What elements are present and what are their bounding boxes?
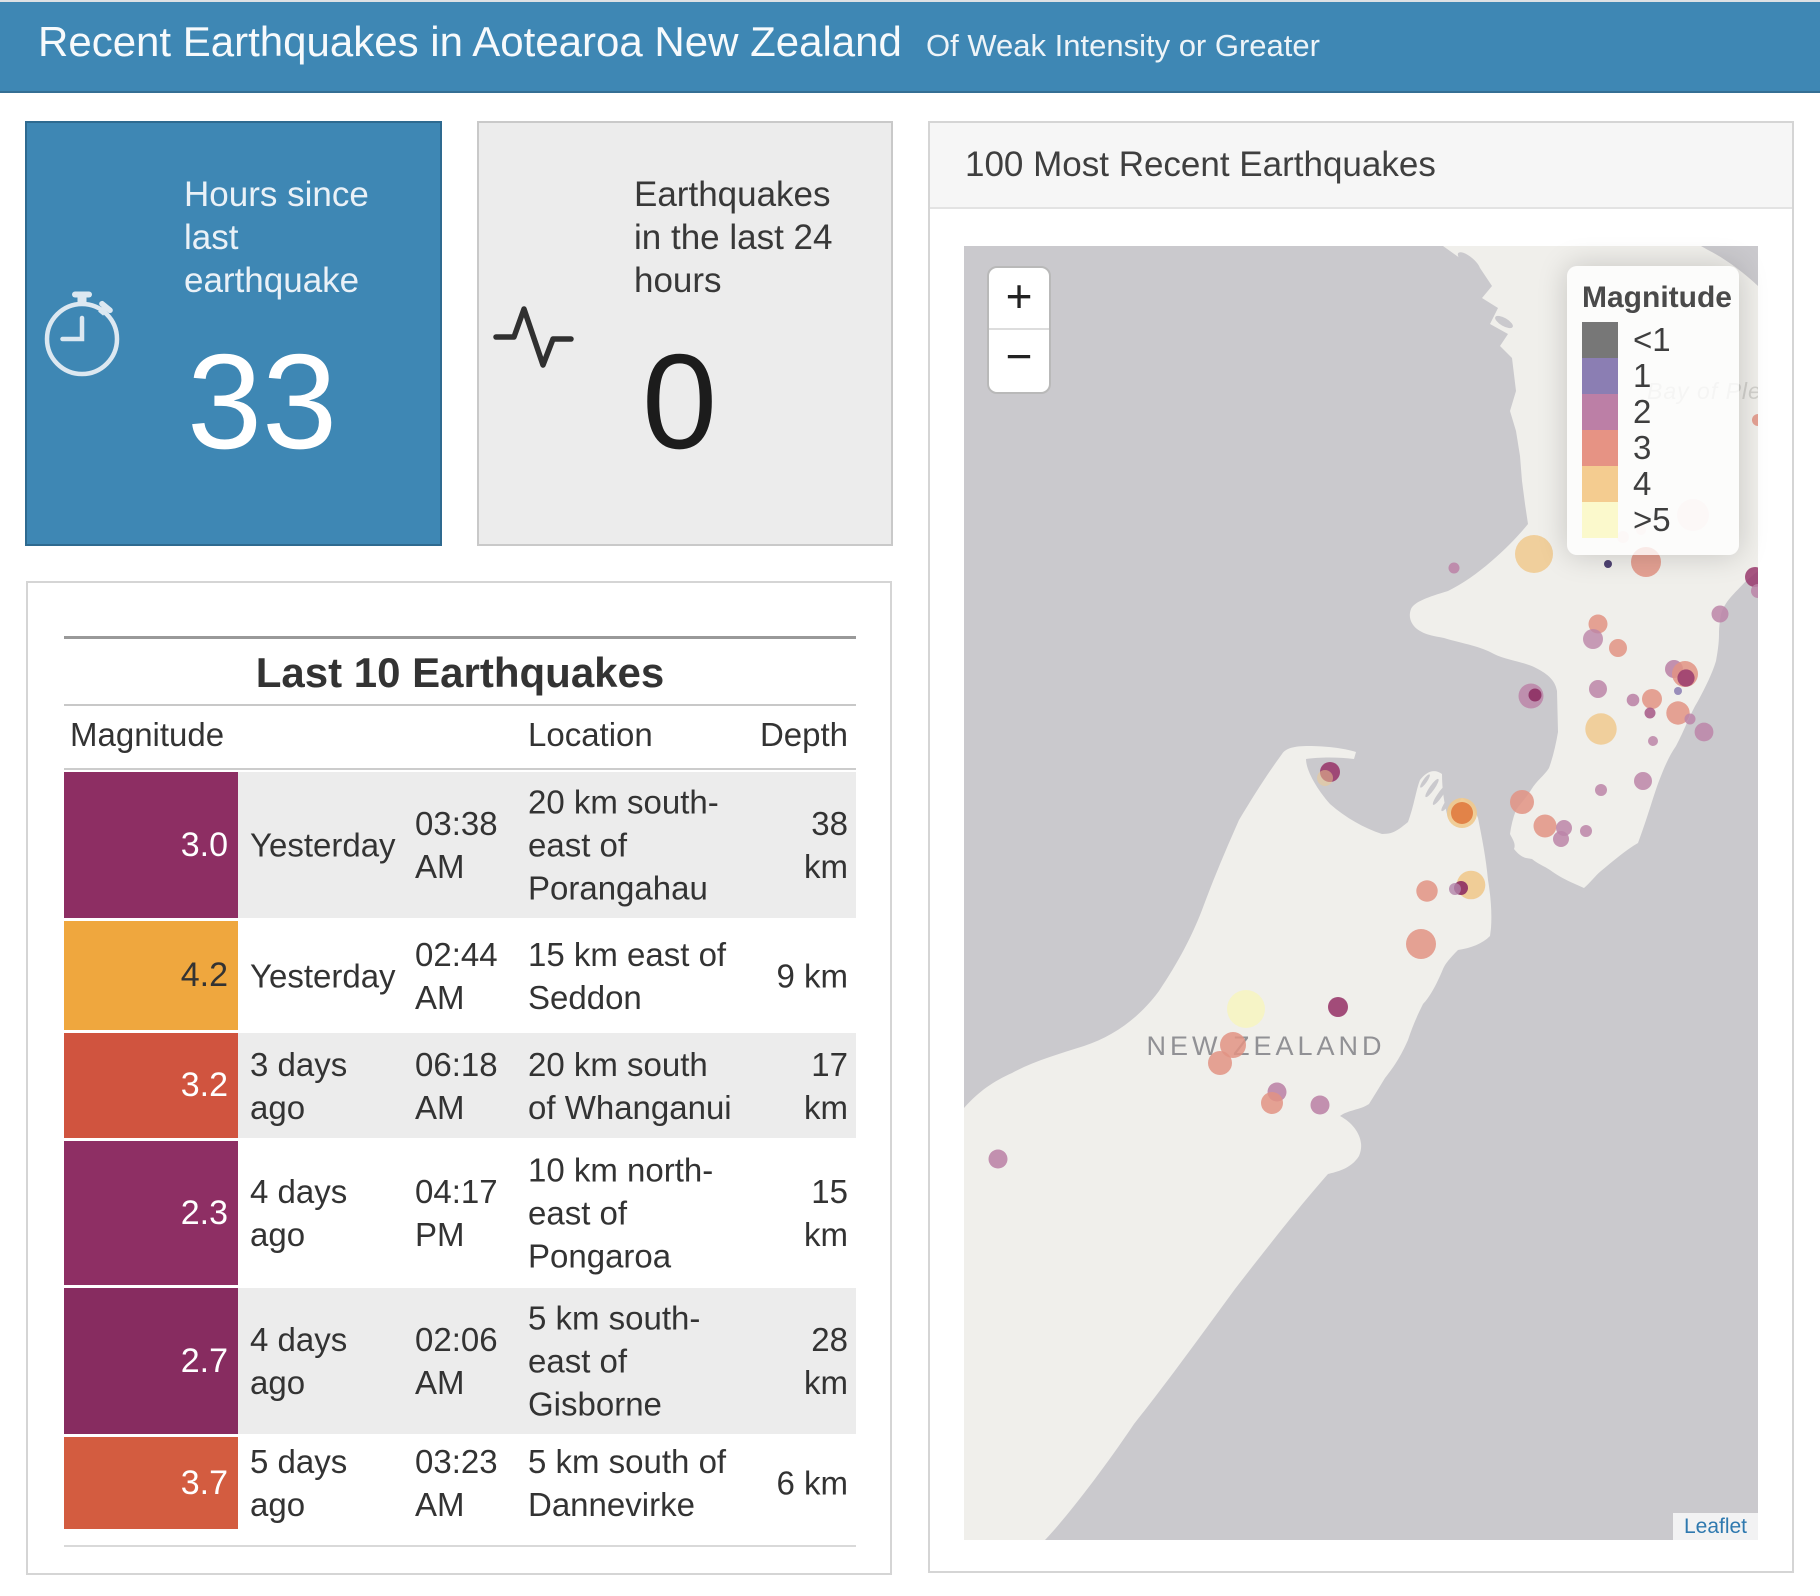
svg-text:NEW ZEALAND: NEW ZEALAND <box>1146 1031 1385 1061</box>
